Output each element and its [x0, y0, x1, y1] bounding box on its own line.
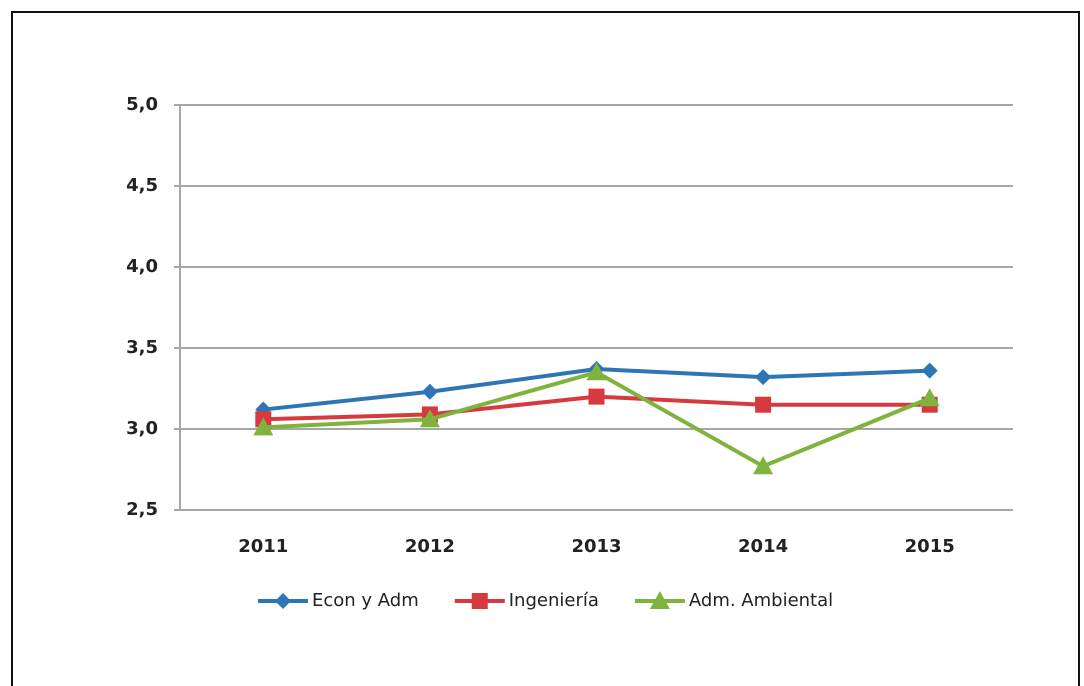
- marker: [919, 388, 940, 407]
- marker: [253, 417, 274, 436]
- y-tick-label: 4,0: [126, 256, 158, 277]
- marker: [275, 593, 291, 609]
- marker: [471, 593, 488, 609]
- x-tick-label: 2014: [738, 536, 788, 557]
- frame: [11, 11, 1080, 686]
- x-tick-label: 2015: [905, 536, 955, 557]
- series-line: [263, 370, 931, 469]
- legend-label: Adm. Ambiental: [689, 590, 833, 611]
- marker: [586, 362, 607, 381]
- x-tick-label: 2012: [405, 536, 455, 557]
- marker: [921, 362, 938, 379]
- legend-label: Econ y Adm: [312, 590, 419, 611]
- x-tick-label: 2013: [571, 536, 621, 557]
- legend-label: Ingeniería: [509, 590, 599, 611]
- marker: [755, 396, 772, 413]
- marker: [419, 409, 440, 428]
- y-tick-label: 2,5: [126, 499, 158, 520]
- y-tick-label: 5,0: [126, 94, 158, 115]
- y-tick-label: 4,5: [126, 175, 158, 196]
- y-tick-label: 3,0: [126, 418, 158, 439]
- marker: [753, 456, 774, 475]
- marker: [649, 591, 670, 609]
- marker: [421, 383, 438, 400]
- marker: [588, 388, 605, 405]
- x-tick-label: 2011: [238, 536, 288, 557]
- marker: [755, 369, 772, 386]
- y-tick-label: 3,5: [126, 337, 158, 358]
